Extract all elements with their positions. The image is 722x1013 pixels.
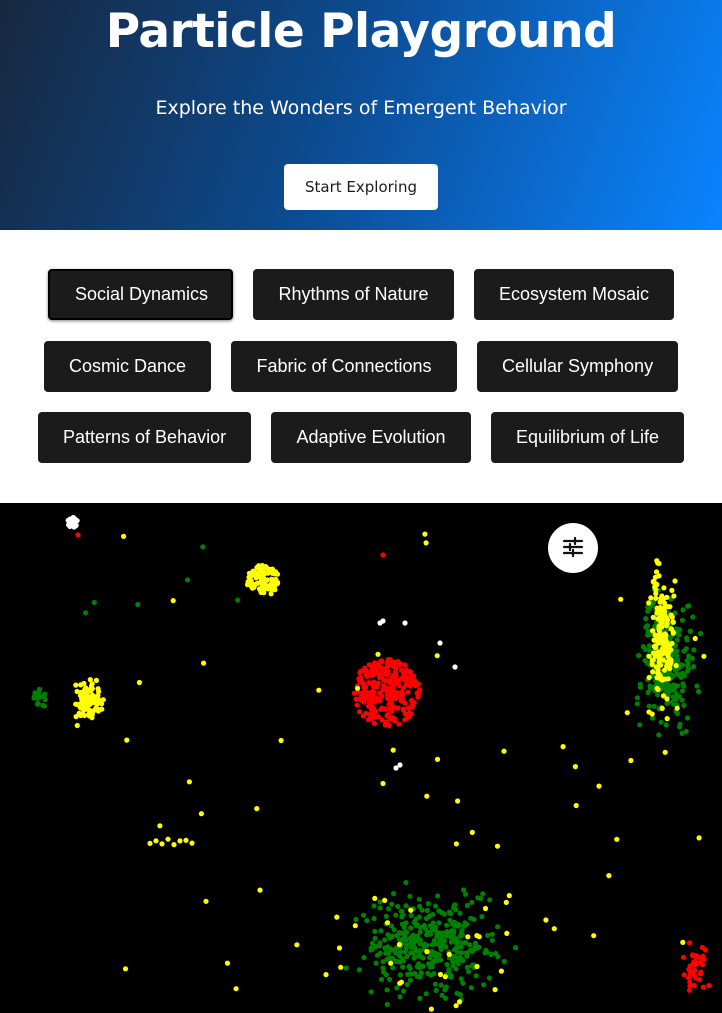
particle-canvas[interactable] — [0, 503, 722, 1013]
category-cellular-symphony-button[interactable]: Cellular Symphony — [477, 341, 678, 392]
category-adaptive-evolution-button[interactable]: Adaptive Evolution — [271, 412, 471, 463]
category-rhythms-of-nature-button[interactable]: Rhythms of Nature — [253, 269, 454, 320]
start-exploring-button[interactable]: Start Exploring — [284, 164, 438, 210]
category-social-dynamics-button[interactable]: Social Dynamics — [48, 269, 233, 320]
category-row-3: Patterns of Behavior Adaptive Evolution … — [0, 412, 722, 463]
category-selector: Social Dynamics Rhythms of Nature Ecosys… — [0, 230, 722, 503]
hero-banner: Particle Playground Explore the Wonders … — [0, 0, 722, 230]
sliders-icon — [562, 536, 584, 560]
category-row-1: Social Dynamics Rhythms of Nature Ecosys… — [0, 269, 722, 320]
category-patterns-of-behavior-button[interactable]: Patterns of Behavior — [38, 412, 251, 463]
category-ecosystem-mosaic-button[interactable]: Ecosystem Mosaic — [474, 269, 674, 320]
page-subtitle: Explore the Wonders of Emergent Behavior — [155, 97, 567, 119]
category-cosmic-dance-button[interactable]: Cosmic Dance — [44, 341, 211, 392]
category-fabric-of-connections-button[interactable]: Fabric of Connections — [231, 341, 457, 392]
category-equilibrium-of-life-button[interactable]: Equilibrium of Life — [491, 412, 684, 463]
settings-button[interactable] — [548, 523, 598, 573]
particle-field — [31, 514, 712, 1012]
category-row-2: Cosmic Dance Fabric of Connections Cellu… — [0, 341, 722, 392]
page-title: Particle Playground — [105, 4, 617, 59]
